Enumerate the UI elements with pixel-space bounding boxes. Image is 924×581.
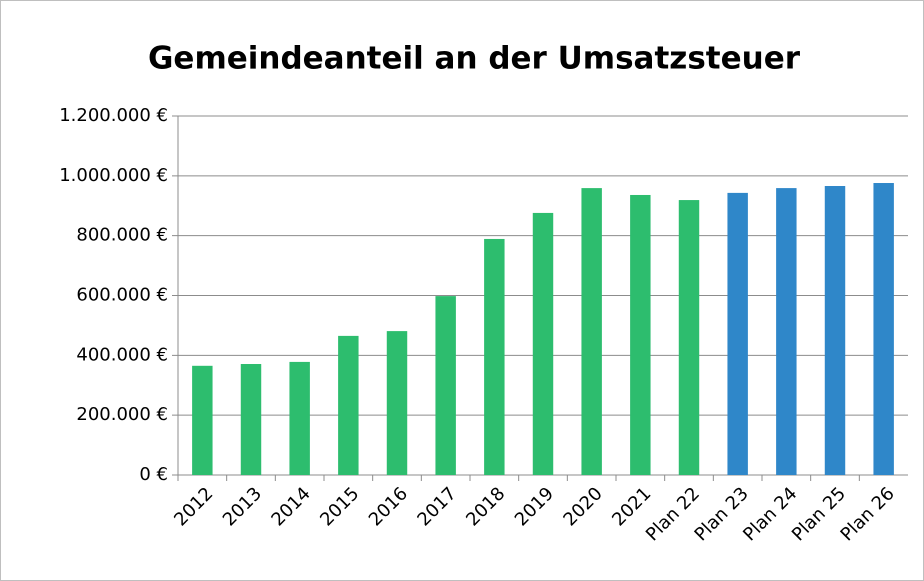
bar [386, 331, 408, 475]
bar [484, 238, 505, 475]
y-tick-label: 400.000 € [76, 344, 168, 365]
y-tick-label: 800.000 € [76, 225, 168, 246]
y-tick-label: 1.000.000 € [59, 165, 168, 186]
bar [240, 364, 262, 475]
bar [435, 296, 456, 475]
bar [289, 361, 310, 475]
bar [776, 188, 797, 475]
chart-title: Gemeindeanteil an der Umsatzsteuer [148, 41, 801, 77]
y-tick-label: 200.000 € [76, 404, 168, 425]
bar [630, 194, 651, 476]
bar [192, 365, 213, 475]
y-tick-label: 0 € [139, 464, 168, 485]
bar [824, 186, 846, 475]
y-tick-label: 600.000 € [76, 285, 168, 306]
bar [873, 183, 894, 475]
y-tick-label: 1.200.000 € [59, 105, 168, 126]
bar [338, 335, 359, 475]
bar [727, 192, 748, 475]
bar [581, 188, 602, 475]
bar [678, 200, 700, 475]
bar [532, 212, 554, 475]
